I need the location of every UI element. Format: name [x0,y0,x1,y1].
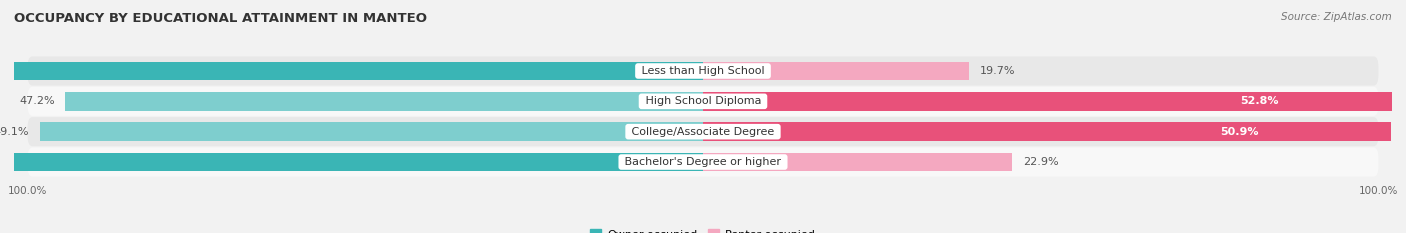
Text: 52.8%: 52.8% [1240,96,1278,106]
Text: 50.9%: 50.9% [1220,127,1258,137]
Text: Bachelor's Degree or higher: Bachelor's Degree or higher [621,157,785,167]
Text: College/Associate Degree: College/Associate Degree [628,127,778,137]
Bar [0,153,703,171]
Bar [703,92,1406,111]
FancyBboxPatch shape [28,147,1378,177]
Text: Less than High School: Less than High School [638,66,768,76]
Bar [0,62,703,80]
FancyBboxPatch shape [28,56,1378,86]
FancyBboxPatch shape [28,117,1378,146]
Bar [703,122,1391,141]
Bar [66,92,703,111]
FancyBboxPatch shape [28,87,1378,116]
Text: OCCUPANCY BY EDUCATIONAL ATTAINMENT IN MANTEO: OCCUPANCY BY EDUCATIONAL ATTAINMENT IN M… [14,12,427,25]
Text: 22.9%: 22.9% [1024,157,1059,167]
Text: Source: ZipAtlas.com: Source: ZipAtlas.com [1281,12,1392,22]
Text: 49.1%: 49.1% [0,127,30,137]
Text: High School Diploma: High School Diploma [641,96,765,106]
Text: 47.2%: 47.2% [18,96,55,106]
Legend: Owner-occupied, Renter-occupied: Owner-occupied, Renter-occupied [586,225,820,233]
Bar [39,122,703,141]
Text: 19.7%: 19.7% [980,66,1015,76]
Bar [703,153,1012,171]
Bar [703,62,969,80]
